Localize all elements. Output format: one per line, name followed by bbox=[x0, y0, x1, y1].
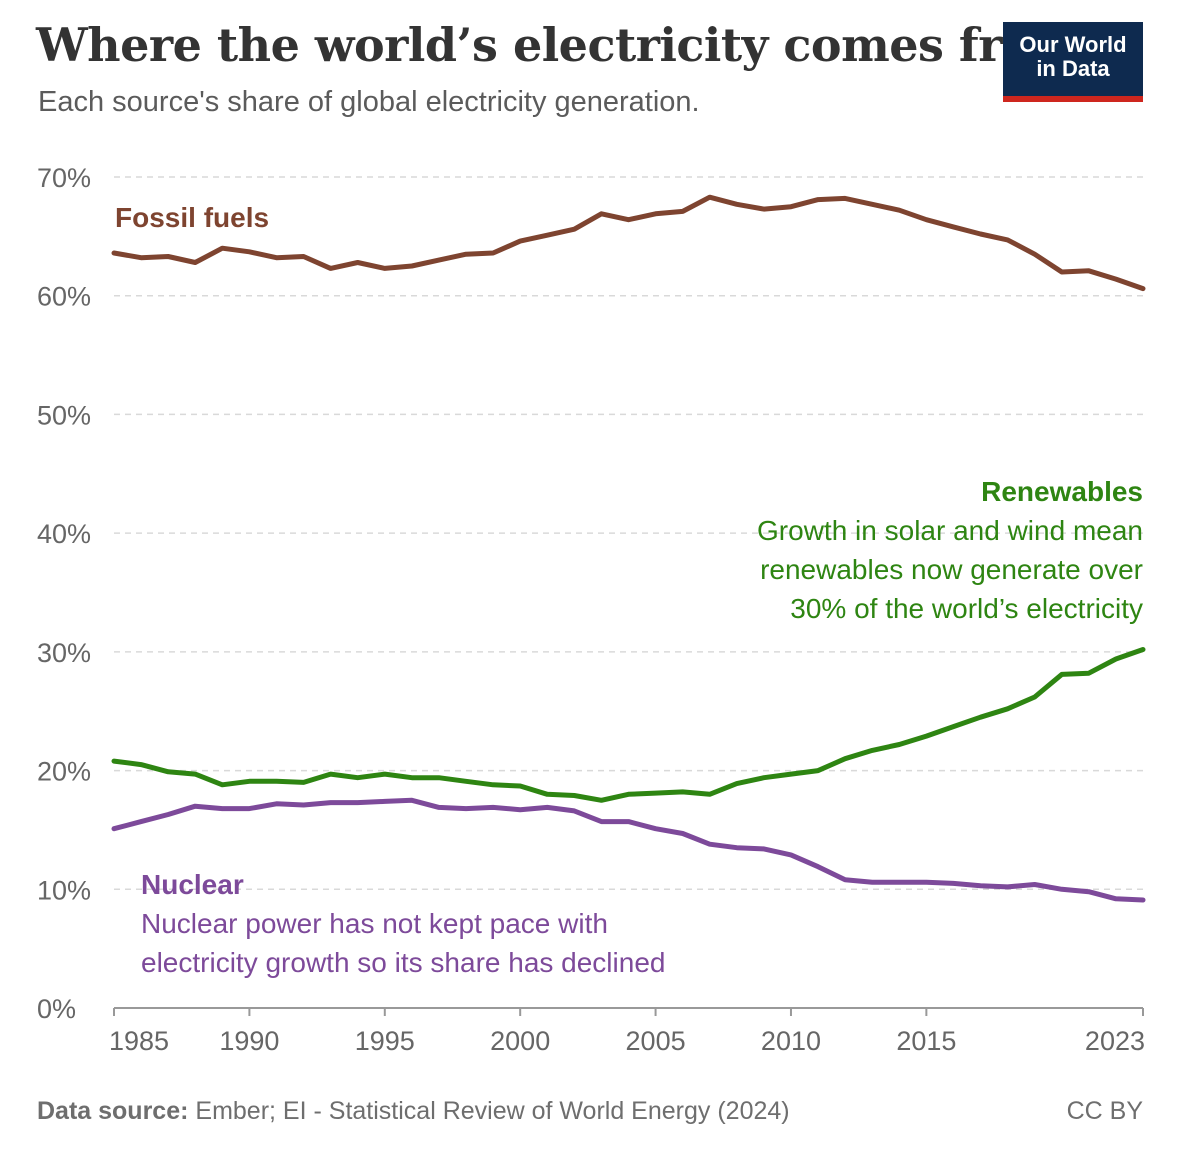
annotation-title-nuclear: Nuclear bbox=[141, 869, 244, 900]
series-layer bbox=[111, 194, 1146, 903]
chart-title: Where the world’s electricity comes from bbox=[36, 18, 1081, 72]
axis-layer: 0% 10% 20% 30% 40% 50% 60% 70% 1985 1990 1995 2000 2… bbox=[37, 163, 1145, 1056]
y-tick-label: 10% bbox=[37, 875, 91, 905]
x-tick-label: 2010 bbox=[761, 1026, 821, 1056]
x-tick-label: 2015 bbox=[896, 1026, 956, 1056]
y-tick-label: 30% bbox=[37, 638, 91, 668]
annotation-line-renewables: renewables now generate over bbox=[760, 554, 1143, 585]
logo-line-2: in Data bbox=[1036, 56, 1110, 81]
series-line-fossil bbox=[111, 194, 1146, 292]
annotation-title-renewables: Renewables bbox=[981, 476, 1143, 507]
annotation-line-renewables: Growth in solar and wind mean bbox=[757, 515, 1143, 546]
annotation-line-nuclear: Nuclear power has not kept pace with bbox=[141, 908, 608, 939]
x-tick-label: 1990 bbox=[219, 1026, 279, 1056]
data-source: Data source: Ember; EI - Statistical Rev… bbox=[37, 1097, 790, 1126]
x-tick-label: 2005 bbox=[626, 1026, 686, 1056]
series-line-renewables bbox=[111, 647, 1146, 803]
annotation-line-renewables: 30% of the world’s electricity bbox=[790, 593, 1143, 624]
x-tick-label: 2000 bbox=[490, 1026, 550, 1056]
data-source-label: Data source: bbox=[37, 1097, 189, 1125]
x-tick-label: 1985 bbox=[109, 1026, 169, 1056]
x-tick-label: 1995 bbox=[355, 1026, 415, 1056]
y-tick-label: 60% bbox=[37, 282, 91, 312]
owid-logo[interactable]: Our World in Data bbox=[1003, 22, 1143, 102]
x-tick-label: 2023 bbox=[1085, 1026, 1145, 1056]
y-tick-label: 70% bbox=[37, 163, 91, 193]
data-source-text: Ember; EI - Statistical Review of World … bbox=[195, 1097, 790, 1125]
y-tick-label: 20% bbox=[37, 757, 91, 787]
annotation-line-nuclear: electricity growth so its share has decl… bbox=[141, 947, 665, 978]
y-tick-label: 50% bbox=[37, 400, 91, 430]
y-tick-label: 0% bbox=[37, 994, 76, 1024]
series-line-nuclear bbox=[111, 797, 1146, 903]
y-tick-label: 40% bbox=[37, 519, 91, 549]
chart-subtitle: Each source's share of global electricit… bbox=[38, 86, 700, 118]
label-layer: Fossil fuels Renewables Growth in solar an… bbox=[115, 202, 1143, 978]
annotation-title-fossil: Fossil fuels bbox=[115, 202, 269, 233]
logo-line-1: Our World bbox=[1019, 32, 1127, 57]
license-link[interactable]: CC BY bbox=[1066, 1097, 1143, 1125]
